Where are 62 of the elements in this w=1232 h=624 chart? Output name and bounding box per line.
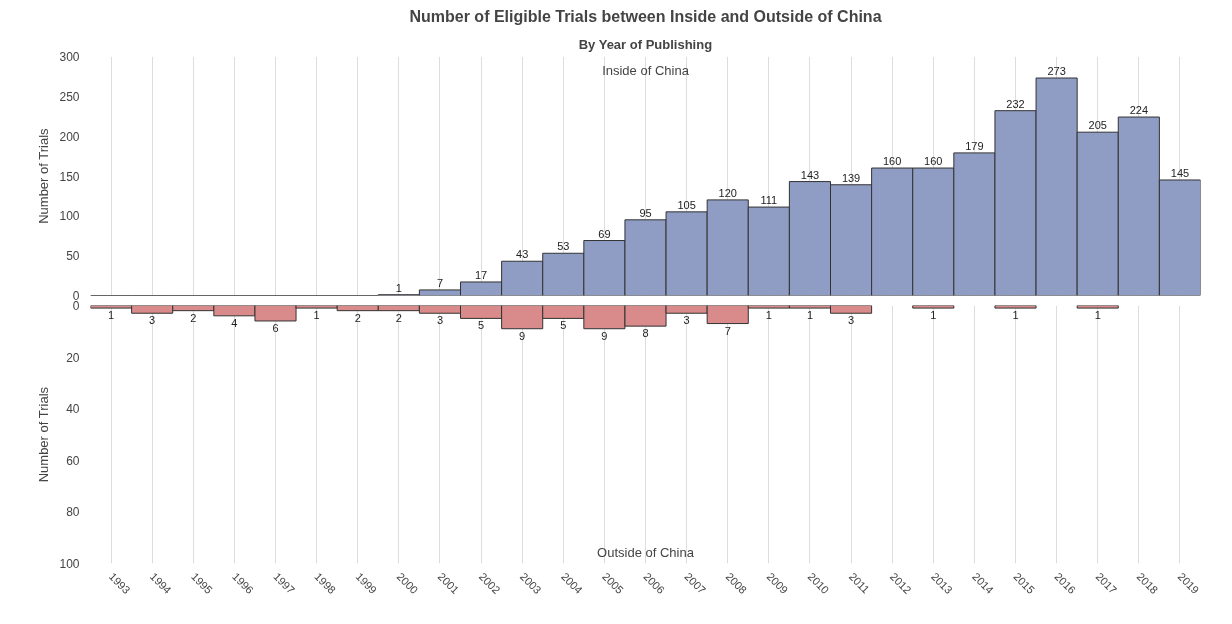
text: 17 — [474, 268, 488, 281]
text: 179 — [965, 139, 984, 152]
text: 1 — [395, 281, 402, 294]
y-tick-label: 300 — [59, 50, 80, 64]
data-label: 1 — [930, 309, 937, 322]
data-label: 3 — [683, 314, 690, 327]
data-label: 9 — [519, 329, 526, 342]
data-label: 5 — [478, 319, 485, 332]
y-axis-title: Number of Trials — [36, 386, 52, 483]
data-label: 1 — [806, 309, 814, 322]
chart-title: Number of Eligible Trials between Inside and Outside of China — [409, 7, 882, 25]
data-label: 1 — [1012, 309, 1019, 322]
data-label: 3 — [149, 314, 156, 327]
data-label: 3 — [436, 314, 444, 327]
data-label: 2 — [395, 311, 402, 324]
data-label: 1 — [765, 309, 772, 322]
data-label: 6 — [272, 321, 279, 334]
data-label: 2 — [190, 311, 197, 324]
text: 205 — [1088, 119, 1107, 132]
text: 160 — [924, 155, 943, 168]
text: 139 — [841, 171, 861, 184]
text: 232 — [1006, 97, 1025, 110]
text: 120 — [718, 186, 737, 199]
data-label: 8 — [642, 327, 649, 340]
text: 53 — [557, 240, 570, 253]
text: 143 — [800, 168, 820, 181]
text: 43 — [516, 248, 529, 261]
data-label: 1 — [313, 309, 320, 322]
text: 273 — [1047, 65, 1066, 78]
text: 160 — [882, 155, 902, 168]
bar — [912, 305, 955, 309]
y-tick-label: 250 — [59, 89, 80, 104]
y-tick-label: 50 — [66, 249, 80, 264]
annotation: Inside of China — [602, 62, 690, 78]
data-label: 2 — [354, 311, 361, 324]
annotation: Outside of China — [597, 544, 695, 560]
text: 7 — [436, 276, 444, 289]
chart-subtitle: By Year of Publishing — [578, 36, 713, 52]
text: 95 — [639, 206, 652, 219]
text: 111 — [760, 194, 778, 207]
y-tick-label: 80 — [66, 505, 80, 520]
y-tick-label: 100 — [59, 209, 80, 224]
text: 69 — [598, 227, 611, 240]
y-tick-label: 40 — [66, 402, 80, 417]
data-label: 1 — [108, 309, 115, 322]
text: 105 — [677, 198, 696, 211]
data-label: 9 — [601, 329, 608, 342]
y-axis-title: Number of Trials — [36, 127, 52, 224]
y-tick-label: 20 — [66, 350, 80, 365]
bar — [1076, 305, 1119, 309]
bar — [994, 305, 1037, 309]
text: 145 — [1170, 166, 1190, 179]
data-label: 5 — [560, 319, 567, 332]
data-label: 7 — [724, 324, 731, 337]
text: 224 — [1129, 104, 1149, 117]
y-tick-label: 200 — [59, 129, 80, 144]
y-tick-label: 100 — [59, 557, 80, 571]
y-tick-label: 150 — [59, 169, 80, 184]
data-label: 4 — [231, 316, 238, 329]
data-label: 1 — [1094, 309, 1101, 322]
data-label: 3 — [848, 314, 855, 327]
y-tick-label: 60 — [66, 453, 80, 468]
